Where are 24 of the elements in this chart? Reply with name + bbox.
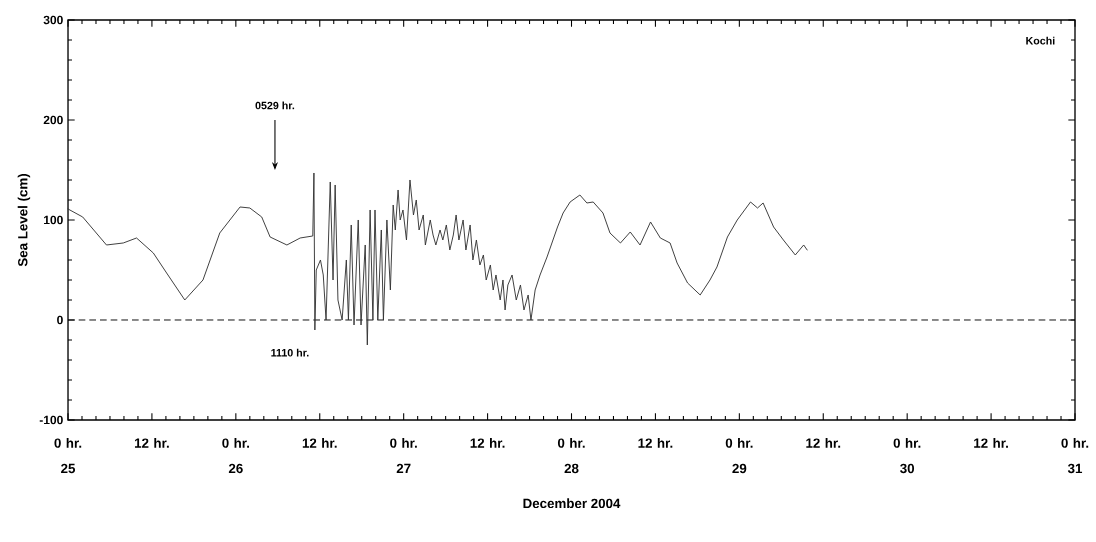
x-tick-label: 0 hr. 26: [222, 438, 250, 474]
x-tick-label: 0 hr. 29: [725, 438, 753, 474]
x-tick-label: 0 hr. 31: [1061, 438, 1089, 474]
y-tick-label: 0: [57, 315, 63, 325]
x-tick-label: 0 hr. 30: [893, 438, 921, 474]
annotation: 1110 hr.: [271, 348, 309, 357]
x-tick-label: 12 hr.: [134, 438, 169, 448]
x-axis-title: December 2004: [523, 498, 621, 509]
x-tick-label: 12 hr.: [470, 438, 505, 448]
y-tick-label: -100: [39, 415, 63, 425]
x-tick-label: 12 hr.: [638, 438, 673, 448]
annotation: 0529 hr.: [255, 101, 295, 110]
line-series: [67, 172, 808, 346]
annotation: Kochi: [1026, 36, 1055, 45]
y-tick-label: 300: [43, 15, 63, 25]
x-tick-label: 0 hr. 28: [557, 438, 585, 474]
y-axis-title: Sea Level (cm): [17, 173, 31, 267]
x-tick-label: 0 hr. 27: [390, 438, 417, 474]
x-tick-label: 0 hr. 25: [54, 438, 82, 474]
y-tick-label: 200: [43, 115, 63, 125]
x-tick-label: 12 hr.: [806, 438, 841, 448]
x-tick-label: 12 hr.: [974, 438, 1008, 448]
y-tick-label: 100: [44, 215, 63, 225]
x-tick-label: 12 hr.: [302, 438, 337, 448]
